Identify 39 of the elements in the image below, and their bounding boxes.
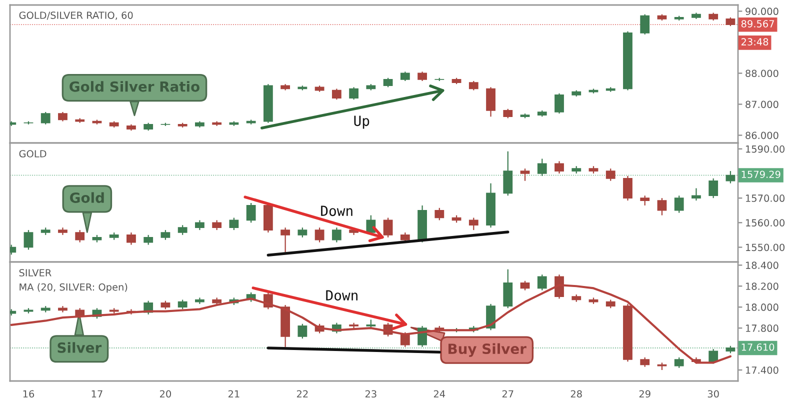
x-tick-label: 17	[92, 390, 102, 398]
x-tick-label: 23	[365, 390, 376, 398]
ref-line-label: 89.567	[741, 20, 774, 28]
y-tick-label: 86.000	[746, 132, 778, 140]
y-tick-label: 1590.00	[746, 145, 785, 153]
y-tick-label: 90.000	[746, 8, 778, 16]
x-tick-label: 28	[570, 390, 582, 398]
y-tick-label: 17.400	[746, 366, 778, 374]
text: GOLD/SILVER RATIO, 60	[19, 12, 133, 20]
x-tick-label: 27	[502, 390, 514, 398]
annotation: Down	[326, 290, 358, 301]
y-tick-label: 88.000	[746, 70, 778, 78]
annotation: Buy Silver	[448, 343, 526, 357]
text: 23:48	[741, 38, 768, 46]
y-tick-label: 1550.00	[746, 244, 785, 252]
annotation: Silver	[58, 342, 102, 353]
y-tick-label: 17.800	[746, 324, 778, 332]
x-tick-label: 24	[434, 390, 446, 398]
y-tick-label: 1570.00	[746, 194, 785, 202]
y-tick-label: 18.200	[746, 282, 778, 290]
x-tick-label: 21	[228, 390, 240, 398]
y-tick-label: 18.400	[746, 262, 778, 269]
ref-line-label: 1579.29	[742, 170, 780, 178]
x-tick-label: 29	[639, 390, 650, 398]
y-tick-label: 1560.00	[746, 219, 785, 226]
text: SILVER	[19, 269, 52, 276]
annotation: Down	[321, 206, 352, 216]
ref-line-label: 17.610	[742, 343, 774, 351]
text: MA (20, SILVER: Open)	[20, 283, 128, 293]
x-tick-label: 16	[23, 390, 34, 398]
x-tick-label: 22	[296, 390, 308, 398]
annotation: Gold Silver Ratio	[70, 81, 200, 92]
text: GOLD	[19, 150, 46, 158]
annotation: Gold	[70, 192, 104, 203]
annotation: Up	[354, 116, 370, 129]
y-tick-label: 87.000	[746, 100, 778, 108]
y-tick-label: 18.000	[746, 304, 778, 311]
x-tick-label: 30	[708, 390, 719, 398]
x-tick-label: 20	[160, 390, 171, 398]
